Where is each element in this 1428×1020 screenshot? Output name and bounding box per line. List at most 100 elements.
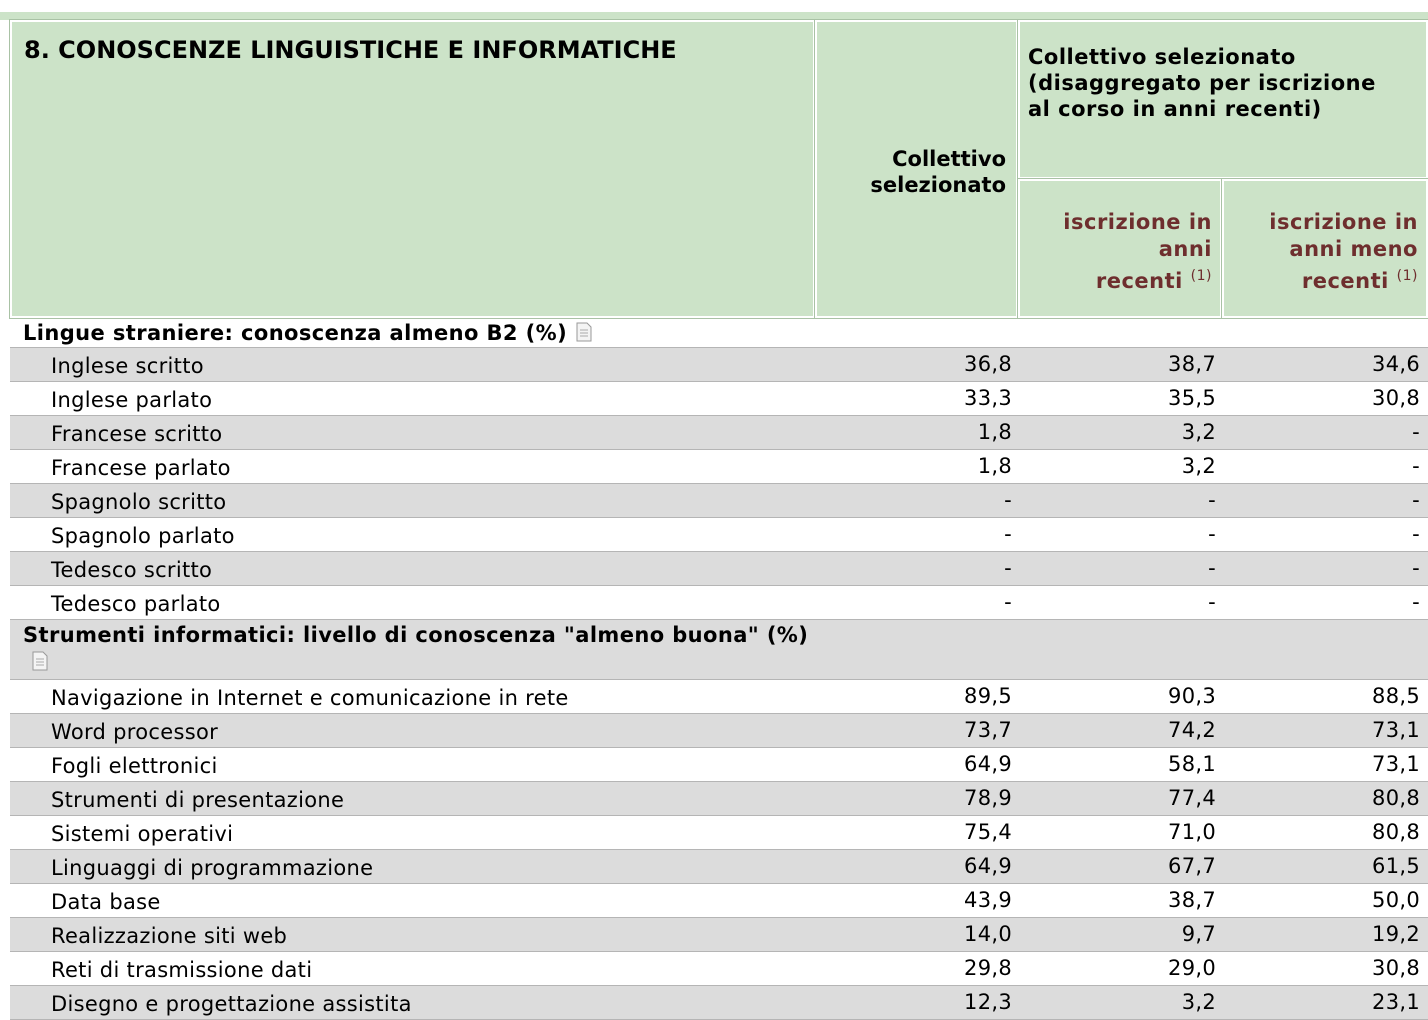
cell-value: 50,0 <box>1372 888 1420 912</box>
footnote-ref: (1) <box>1396 268 1418 284</box>
data-row: Navigazione in Internet e comunicazione … <box>10 680 1428 714</box>
cell-value: 3,2 <box>1181 990 1216 1014</box>
cell-value: - <box>1004 590 1012 614</box>
cell-value: 77,4 <box>1168 786 1216 810</box>
header-less-cell: iscrizione in anni meno recenti (1) <box>1221 178 1428 319</box>
header-line: anni meno <box>1289 237 1418 261</box>
cell-value: 29,8 <box>964 956 1012 980</box>
header-line: Collettivo <box>892 147 1006 171</box>
cell-value: 88,5 <box>1372 684 1420 708</box>
data-row: Tedesco scritto - - - <box>10 552 1428 586</box>
row-label: Realizzazione siti web <box>51 924 288 948</box>
section-row: Lingue straniere: conoscenza almeno B2 (… <box>10 318 1428 348</box>
cell-value: 1,8 <box>977 454 1012 478</box>
header-line: al corso in anni recenti) <box>1028 97 1322 121</box>
section-row: Strumenti informatici: livello di conosc… <box>10 620 1428 680</box>
top-bar <box>0 12 1428 20</box>
cell-value: - <box>1412 454 1420 478</box>
cell-value: 64,9 <box>964 752 1012 776</box>
header-line: recenti (1) <box>1301 268 1418 293</box>
data-row: Francese parlato 1,8 3,2 - <box>10 450 1428 484</box>
cell-value: 14,0 <box>964 922 1012 946</box>
footnote-ref: (1) <box>1190 268 1212 284</box>
cell-value: 90,3 <box>1168 684 1216 708</box>
cell-value: - <box>1208 488 1216 512</box>
cell-value: 64,9 <box>964 854 1012 878</box>
cell-value: 3,2 <box>1181 454 1216 478</box>
row-label: Sistemi operativi <box>51 822 234 846</box>
cell-value: 12,3 <box>964 990 1012 1014</box>
data-row: Spagnolo scritto - - - <box>10 484 1428 518</box>
cell-value: - <box>1208 556 1216 580</box>
cell-value: 75,4 <box>964 820 1012 844</box>
row-label: Fogli elettronici <box>51 754 218 778</box>
data-row: Inglese parlato 33,3 35,5 30,8 <box>10 382 1428 416</box>
header-line: (disaggregato per iscrizione <box>1028 71 1376 95</box>
data-row: Sistemi operativi 75,4 71,0 80,8 <box>10 816 1428 850</box>
data-row: Inglese scritto 36,8 38,7 34,6 <box>10 348 1428 382</box>
header-line: selezionato <box>870 173 1006 197</box>
row-label: Word processor <box>51 720 219 744</box>
cell-value: 9,7 <box>1181 922 1216 946</box>
cell-value: - <box>1004 488 1012 512</box>
cell-value: 34,6 <box>1372 352 1420 376</box>
row-label: Tedesco parlato <box>51 592 221 616</box>
data-row: Realizzazione siti web 14,0 9,7 19,2 <box>10 918 1428 952</box>
row-label: Inglese scritto <box>51 354 204 378</box>
header-less: iscrizione in anni meno recenti (1) <box>1269 209 1418 295</box>
cell-value: 3,2 <box>1181 420 1216 444</box>
row-label: Tedesco scritto <box>51 558 213 582</box>
header-recent-cell: iscrizione in anni recenti (1) <box>1017 178 1223 319</box>
cell-value: - <box>1412 420 1420 444</box>
header-line: iscrizione in <box>1063 210 1212 234</box>
cell-value: 35,5 <box>1168 386 1216 410</box>
header-group: Collettivo selezionato (disaggregato per … <box>1028 44 1376 122</box>
row-label: Disegno e progettazione assistita <box>51 992 412 1016</box>
cell-value: 36,8 <box>964 352 1012 376</box>
header-line: recenti (1) <box>1095 268 1212 293</box>
data-row: Disegno e progettazione assistita 12,3 3,2… <box>10 986 1428 1020</box>
cell-value: 71,0 <box>1168 820 1216 844</box>
row-label: Data base <box>51 890 161 914</box>
cell-value: - <box>1412 522 1420 546</box>
row-label: Linguaggi di programmazione <box>51 856 374 880</box>
cell-value: 80,8 <box>1372 786 1420 810</box>
cell-value: - <box>1004 556 1012 580</box>
cell-value: - <box>1004 522 1012 546</box>
cell-value: 78,9 <box>964 786 1012 810</box>
cell-value: 74,2 <box>1168 718 1216 742</box>
cell-value: 73,1 <box>1372 718 1420 742</box>
header-title-cell: 8. CONOSCENZE LINGUISTICHE E INFORMATICH… <box>9 19 816 319</box>
header-total: Collettivo selezionato <box>870 146 1006 198</box>
note-icon[interactable] <box>575 322 593 342</box>
row-label: Spagnolo scritto <box>51 490 227 514</box>
data-row: Fogli elettronici 64,9 58,1 73,1 <box>10 748 1428 782</box>
cell-value: 30,8 <box>1372 386 1420 410</box>
cell-value: 89,5 <box>964 684 1012 708</box>
data-row: Tedesco parlato - - - <box>10 586 1428 620</box>
section-title: Lingue straniere: conoscenza almeno B2 (… <box>23 320 823 347</box>
cell-value: 23,1 <box>1372 990 1420 1014</box>
cell-value: 38,7 <box>1168 352 1216 376</box>
cell-value: - <box>1412 488 1420 512</box>
cell-value: 33,3 <box>964 386 1012 410</box>
row-label: Spagnolo parlato <box>51 524 235 548</box>
cell-value: 30,8 <box>1372 956 1420 980</box>
cell-value: 58,1 <box>1168 752 1216 776</box>
row-label: Francese parlato <box>51 456 231 480</box>
row-label: Navigazione in Internet e comunicazione … <box>51 686 569 710</box>
note-icon[interactable] <box>31 651 49 671</box>
cell-value: - <box>1412 556 1420 580</box>
data-row: Linguaggi di programmazione 64,9 67,7 61,5 <box>10 850 1428 884</box>
data-row: Word processor 73,7 74,2 73,1 <box>10 714 1428 748</box>
cell-value: 61,5 <box>1372 854 1420 878</box>
cell-value: 73,1 <box>1372 752 1420 776</box>
cell-value: 1,8 <box>977 420 1012 444</box>
table-title: 8. CONOSCENZE LINGUISTICHE E INFORMATICH… <box>24 36 677 64</box>
row-label: Reti di trasmissione dati <box>51 958 313 982</box>
cell-value: 73,7 <box>964 718 1012 742</box>
cell-value: 67,7 <box>1168 854 1216 878</box>
cell-value: - <box>1208 590 1216 614</box>
cell-value: - <box>1412 590 1420 614</box>
